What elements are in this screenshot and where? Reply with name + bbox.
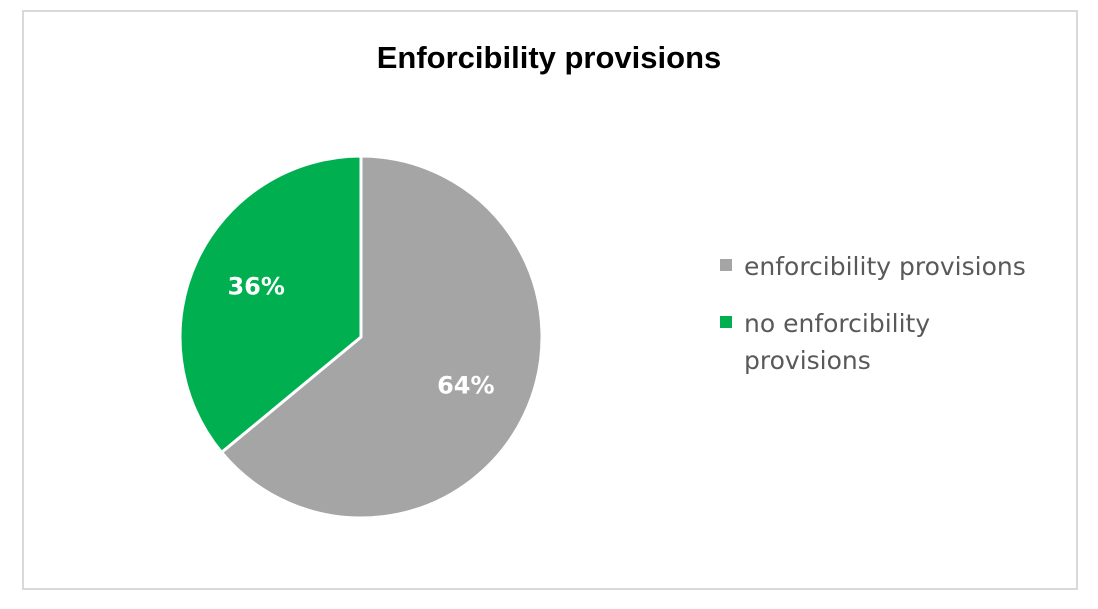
- chart-title: Enforcibility provisions: [376, 40, 722, 75]
- legend-label-enforcibility-provisions: enforcibility provisions: [744, 252, 1026, 281]
- pie-slice-enforcibility-provisions: [220, 154, 544, 520]
- pie-slice-no-enforcibility-provisions: [178, 154, 363, 454]
- legend-label-no-enforcibility-provisions: no enforcibility provisions: [744, 309, 931, 375]
- data-label-enforcibility-provisions: 64%: [437, 371, 494, 399]
- legend-swatch-enforcibility-provisions: [720, 259, 732, 271]
- legend-item-no-enforcibility-provisions: no enforcibility provisions: [720, 305, 1060, 379]
- legend-swatch-no-enforcibility-provisions: [720, 316, 732, 328]
- legend-item-enforcibility-provisions: enforcibility provisions: [720, 248, 1060, 285]
- legend: enforcibility provisions no enforcibilit…: [720, 248, 1060, 399]
- data-label-no-enforcibility-provisions: 36%: [227, 273, 284, 301]
